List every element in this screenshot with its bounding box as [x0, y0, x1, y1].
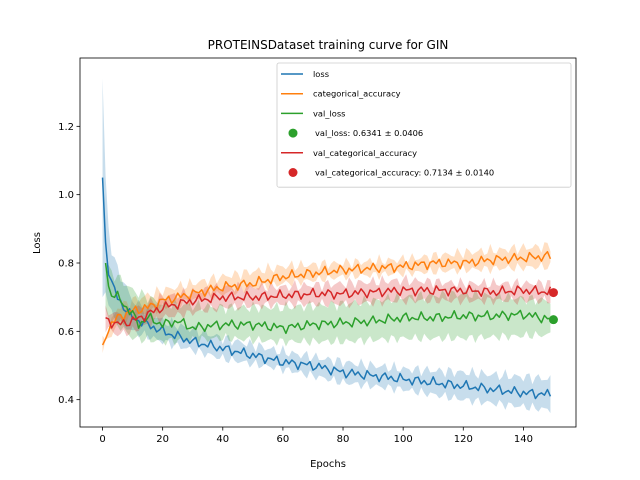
legend-entry-label: val_categorical_accuracy: 0.7134 ± 0.014… — [315, 168, 494, 178]
categorical-accuracy-band — [102, 242, 551, 354]
plot-area-frame — [79, 57, 577, 428]
x-tick-label: 140 — [514, 434, 533, 445]
y-axis-ticks: 0.4 0.6 0.8 1.0 1.2 — [58, 122, 80, 406]
y-axis-label: Loss — [32, 232, 43, 254]
legend-marker-swatch — [288, 168, 298, 177]
legend: loss categorical_accuracy val_loss val_loss… — [276, 62, 572, 188]
x-axis-label: Epochs — [310, 459, 346, 470]
legend-marker-swatch — [288, 128, 298, 138]
x-axis-ticks: 0 20 40 60 80 100 120 140 — [99, 427, 533, 445]
y-tick-label: 0.6 — [58, 327, 74, 338]
loss-band — [102, 78, 551, 414]
y-tick-label: 0.4 — [58, 395, 74, 406]
x-tick-label: 100 — [394, 434, 413, 445]
legend-entry-label: val_loss: 0.6341 ± 0.0406 — [315, 128, 423, 138]
y-tick-label: 1.2 — [58, 122, 74, 133]
val-loss-line — [104, 262, 551, 335]
x-tick-label: 120 — [454, 434, 473, 445]
legend-entry-label: val_loss — [313, 108, 345, 118]
legend-entry-label: categorical_accuracy — [313, 89, 401, 99]
legend-entry-label: loss — [313, 69, 329, 79]
y-tick-label: 0.8 — [58, 259, 74, 270]
legend-entry-label: val_categorical_accuracy — [313, 148, 417, 158]
x-tick-label: 40 — [216, 434, 229, 445]
x-tick-label: 80 — [337, 434, 350, 445]
final-markers — [548, 288, 558, 325]
categorical-accuracy-line — [101, 250, 552, 346]
val-loss-band — [105, 265, 551, 347]
x-tick-label: 0 — [99, 434, 105, 445]
series-lines — [101, 177, 552, 400]
x-tick-label: 60 — [277, 434, 290, 445]
val-categorical-accuracy-final-marker — [548, 288, 558, 298]
x-tick-label: 20 — [156, 434, 169, 445]
chart-title: PROTEINSDataset training curve for GIN — [208, 38, 449, 52]
y-tick-label: 1.0 — [58, 190, 74, 201]
val-loss-final-marker — [548, 315, 558, 325]
val-categorical-accuracy-line — [105, 284, 552, 329]
loss-line — [101, 177, 552, 400]
legend-box — [276, 62, 572, 188]
